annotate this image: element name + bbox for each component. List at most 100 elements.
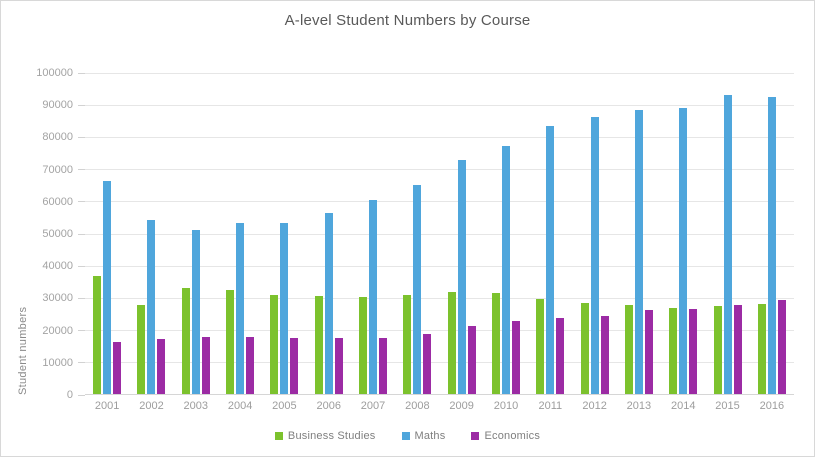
- x-tick-label-2003: 2003: [183, 400, 209, 412]
- y-tick-label-90000: 90000: [42, 99, 73, 112]
- bar-economics-2011: [556, 318, 565, 394]
- chart-title: A-level Student Numbers by Course: [284, 12, 531, 29]
- x-tick-label-2011: 2011: [538, 400, 563, 412]
- gridline-30000: [85, 297, 794, 299]
- bar-economics-2009: [467, 326, 476, 394]
- bar-business-studies-2004: [226, 290, 235, 394]
- bar-group-2015: [705, 73, 749, 394]
- bar-economics-2016: [777, 299, 786, 394]
- x-tick-label-2013: 2013: [626, 400, 652, 412]
- bar-economics-2005: [290, 337, 299, 394]
- x-tick-label-2014: 2014: [670, 400, 696, 412]
- bar-maths-2014: [679, 107, 688, 394]
- y-tick-label-40000: 40000: [42, 260, 73, 273]
- bar-maths-2001: [103, 180, 112, 394]
- y-tick-50000: [78, 233, 85, 235]
- bar-group-2013: [617, 73, 661, 394]
- bar-economics-2006: [334, 338, 343, 394]
- x-tick-label-2001: 2001: [94, 400, 120, 412]
- y-tick-label-50000: 50000: [42, 228, 73, 240]
- bar-economics-2010: [511, 320, 520, 394]
- bar-business-studies-2012: [580, 302, 589, 394]
- x-tick-label-2006: 2006: [316, 400, 341, 412]
- bar-economics-2013: [644, 309, 653, 394]
- bar-group-2001: [85, 73, 129, 394]
- y-tick-90000: [78, 104, 85, 106]
- bar-economics-2003: [201, 336, 210, 394]
- bar-group-2012: [572, 73, 616, 394]
- legend-item-economics: Economics: [471, 430, 540, 442]
- x-tick-label-2007: 2007: [360, 400, 386, 412]
- bar-maths-2015: [723, 94, 732, 394]
- bar-maths-2004: [236, 223, 245, 394]
- bar-group-2009: [440, 73, 484, 394]
- bar-group-2005: [262, 73, 306, 394]
- y-tick-30000: [78, 297, 85, 299]
- gridline-50000: [85, 233, 794, 235]
- bar-business-studies-2010: [491, 292, 500, 394]
- bar-group-2002: [129, 73, 173, 394]
- y-tick-label-100000: 100000: [36, 67, 73, 79]
- bar-group-2008: [395, 73, 439, 394]
- legend-swatch-maths: [401, 432, 410, 440]
- x-tick-label-2009: 2009: [449, 400, 474, 412]
- legend-swatch-economics: [471, 432, 480, 440]
- bar-business-studies-2008: [403, 294, 412, 394]
- bar-economics-2001: [113, 342, 122, 394]
- legend-label-economics: Economics: [484, 430, 541, 442]
- bar-group-2003: [174, 73, 218, 394]
- bar-group-2010: [484, 73, 528, 394]
- bar-business-studies-2014: [669, 308, 678, 394]
- bar-business-studies-2016: [757, 303, 766, 394]
- gridline-70000: [85, 169, 794, 171]
- bar-maths-2002: [147, 220, 156, 394]
- y-tick-label-70000: 70000: [42, 163, 73, 176]
- bar-maths-2012: [590, 117, 599, 394]
- bar-group-2006: [307, 73, 351, 394]
- bar-economics-2004: [246, 337, 255, 394]
- y-tick-0: [78, 394, 85, 396]
- x-tick-label-2012: 2012: [582, 400, 607, 412]
- y-tick-label-30000: 30000: [42, 292, 73, 305]
- legend-item-maths: Maths: [401, 430, 446, 442]
- bar-group-2016: [750, 73, 794, 394]
- y-tick-label-10000: 10000: [42, 356, 73, 369]
- gridline-60000: [85, 201, 794, 203]
- bar-group-2007: [351, 73, 395, 394]
- bar-business-studies-2009: [447, 292, 456, 394]
- bar-economics-2008: [423, 334, 432, 394]
- bar-business-studies-2013: [624, 305, 633, 394]
- bar-business-studies-2011: [536, 298, 545, 394]
- y-tick-20000: [78, 330, 85, 332]
- bar-business-studies-2015: [713, 306, 722, 394]
- bar-economics-2015: [733, 305, 742, 394]
- x-tick-label-2004: 2004: [227, 400, 253, 412]
- bar-group-2011: [528, 73, 572, 394]
- x-tick-label-2010: 2010: [493, 400, 519, 412]
- y-tick-label-0: 0: [66, 389, 73, 401]
- gridline-90000: [85, 104, 794, 106]
- bar-business-studies-2002: [137, 305, 146, 394]
- legend-label-maths: Maths: [414, 430, 446, 442]
- y-tick-60000: [78, 201, 85, 203]
- legend: Business Studies Maths Economics: [1, 430, 814, 442]
- bar-economics-2012: [600, 315, 609, 394]
- legend-label-business-studies: Business Studies: [287, 430, 376, 442]
- x-tick-label-2005: 2005: [272, 400, 297, 412]
- bar-economics-2002: [157, 339, 166, 394]
- bar-economics-2014: [689, 308, 698, 394]
- bar-business-studies-2003: [181, 287, 190, 394]
- bars-layer: [85, 73, 794, 394]
- y-tick-70000: [78, 169, 85, 171]
- bar-maths-2003: [191, 230, 200, 394]
- bar-maths-2009: [457, 160, 466, 394]
- y-tick-10000: [78, 362, 85, 364]
- bar-maths-2006: [324, 213, 333, 394]
- bar-business-studies-2001: [93, 275, 102, 394]
- y-tick-label-80000: 80000: [42, 131, 73, 144]
- y-tick-80000: [78, 136, 85, 138]
- bar-group-2004: [218, 73, 262, 394]
- bar-business-studies-2006: [314, 296, 323, 394]
- y-tick-40000: [78, 265, 85, 267]
